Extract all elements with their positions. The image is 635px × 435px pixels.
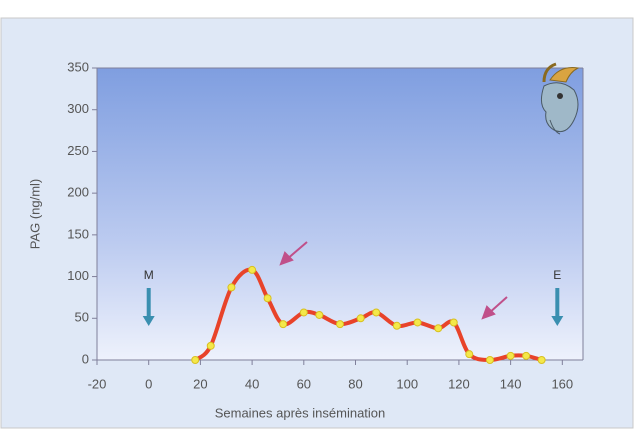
goat-icon [540,62,580,135]
point [434,324,443,333]
annotation-arrow-head [551,316,564,326]
annotation: E [553,268,561,282]
point [315,310,324,319]
point [465,350,474,359]
point [522,351,531,360]
x-tick-label: -20 [88,376,107,391]
point [206,341,215,350]
y-tick-label: 250 [67,143,89,158]
x-tick-label: 40 [245,376,259,391]
x-tick-label: 80 [348,376,362,391]
y-tick-label: 100 [67,268,89,283]
point [191,356,200,364]
x-tick-label: 60 [297,376,311,391]
y-tick-label: 50 [75,310,89,325]
x-tick-label: 0 [145,376,152,391]
y-tick-label: 200 [67,185,89,200]
x-tick-label: 160 [551,376,573,391]
point [336,320,344,329]
x-tick-label: 140 [500,376,522,391]
pink-arrow [279,241,508,320]
y-tick-label: 0 [82,351,89,366]
y-tick-label: 150 [67,226,89,241]
point [227,283,236,292]
point [537,356,546,364]
annotation: M [144,268,154,282]
point [413,318,422,327]
y-tick-label: 350 [67,59,89,74]
x-tick-label: 120 [448,376,470,391]
plot-area [97,68,583,360]
annotation-arrow-head [142,316,155,326]
x-axis-label: Semaines après insémination [215,405,386,420]
point [372,308,381,317]
point [392,321,401,330]
point [279,320,288,329]
point [449,318,458,327]
y-tick-label: 300 [67,101,89,116]
point [485,356,494,364]
point [356,314,365,323]
point [299,308,308,317]
x-tick-label: 100 [396,376,418,391]
x-tick-label: 20 [193,376,207,391]
point [263,294,272,303]
point [248,265,257,274]
point [506,351,515,360]
y-axis-label: PAG (ng/ml) [27,179,42,250]
